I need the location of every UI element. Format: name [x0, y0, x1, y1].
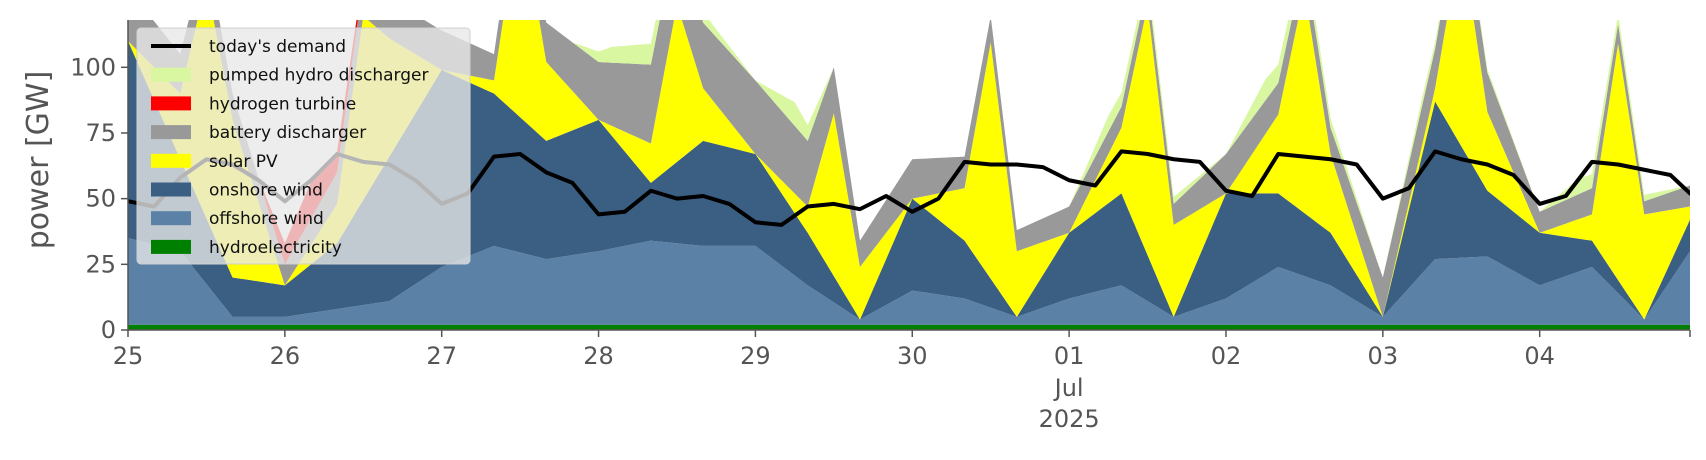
legend-box	[136, 27, 471, 265]
x-tick-label: 27	[426, 342, 457, 370]
x-month-label: Jul	[1053, 374, 1084, 402]
y-tick-label: 75	[85, 119, 116, 147]
x-tick-label: 28	[583, 342, 614, 370]
legend-label-solar-pv: solar PV	[209, 152, 278, 172]
y-tick-label: 50	[85, 185, 116, 213]
x-tick-label: 01	[1054, 342, 1085, 370]
legend-label-todays-demand: today's demand	[209, 37, 346, 57]
area-offshore-wind	[128, 238, 1690, 325]
x-tick-label: 02	[1211, 342, 1242, 370]
legend-swatch-onshore-wind	[151, 182, 191, 197]
legend-label-hydrogen-turbine: hydrogen turbine	[209, 94, 356, 114]
legend-label-pumped-hydro-discharger: pumped hydro discharger	[209, 66, 428, 86]
legend-swatch-battery-discharger	[151, 125, 191, 140]
legend-swatch-hydrogen-turbine	[151, 96, 191, 111]
legend-label-hydroelectricity: hydroelectricity	[209, 238, 342, 258]
area-battery-discharger	[128, 20, 1690, 317]
area-hydroelectricity	[128, 324, 1690, 330]
x-year-label: 2025	[1039, 405, 1100, 433]
x-tick-label: 04	[1524, 342, 1555, 370]
x-tick-label: 29	[740, 342, 771, 370]
legend-swatch-hydroelectricity	[151, 239, 191, 254]
legend-label-offshore-wind: offshore wind	[209, 209, 324, 229]
y-axis-label: power [GW]	[21, 71, 56, 250]
stacked-area-layer	[128, 20, 1690, 330]
x-tick-label: 26	[270, 342, 301, 370]
legend: today's demand pumped hydro discharger hyd…	[136, 27, 471, 265]
y-tick-label: 0	[101, 316, 116, 344]
x-tick-label: 30	[897, 342, 928, 370]
legend-swatch-pumped-hydro-discharger	[151, 67, 191, 82]
area-solar-pv	[128, 20, 1690, 320]
legend-swatch-offshore-wind	[151, 211, 191, 226]
legend-swatch-solar-pv	[151, 153, 191, 168]
legend-label-battery-discharger: battery discharger	[209, 123, 366, 143]
x-tick-label: 03	[1368, 342, 1399, 370]
x-tick-label: 25	[113, 342, 144, 370]
y-tick-label: 25	[85, 250, 116, 278]
legend-label-onshore-wind: onshore wind	[209, 181, 323, 201]
y-tick-label: 100	[70, 53, 116, 81]
area-onshore-wind	[128, 41, 1690, 320]
